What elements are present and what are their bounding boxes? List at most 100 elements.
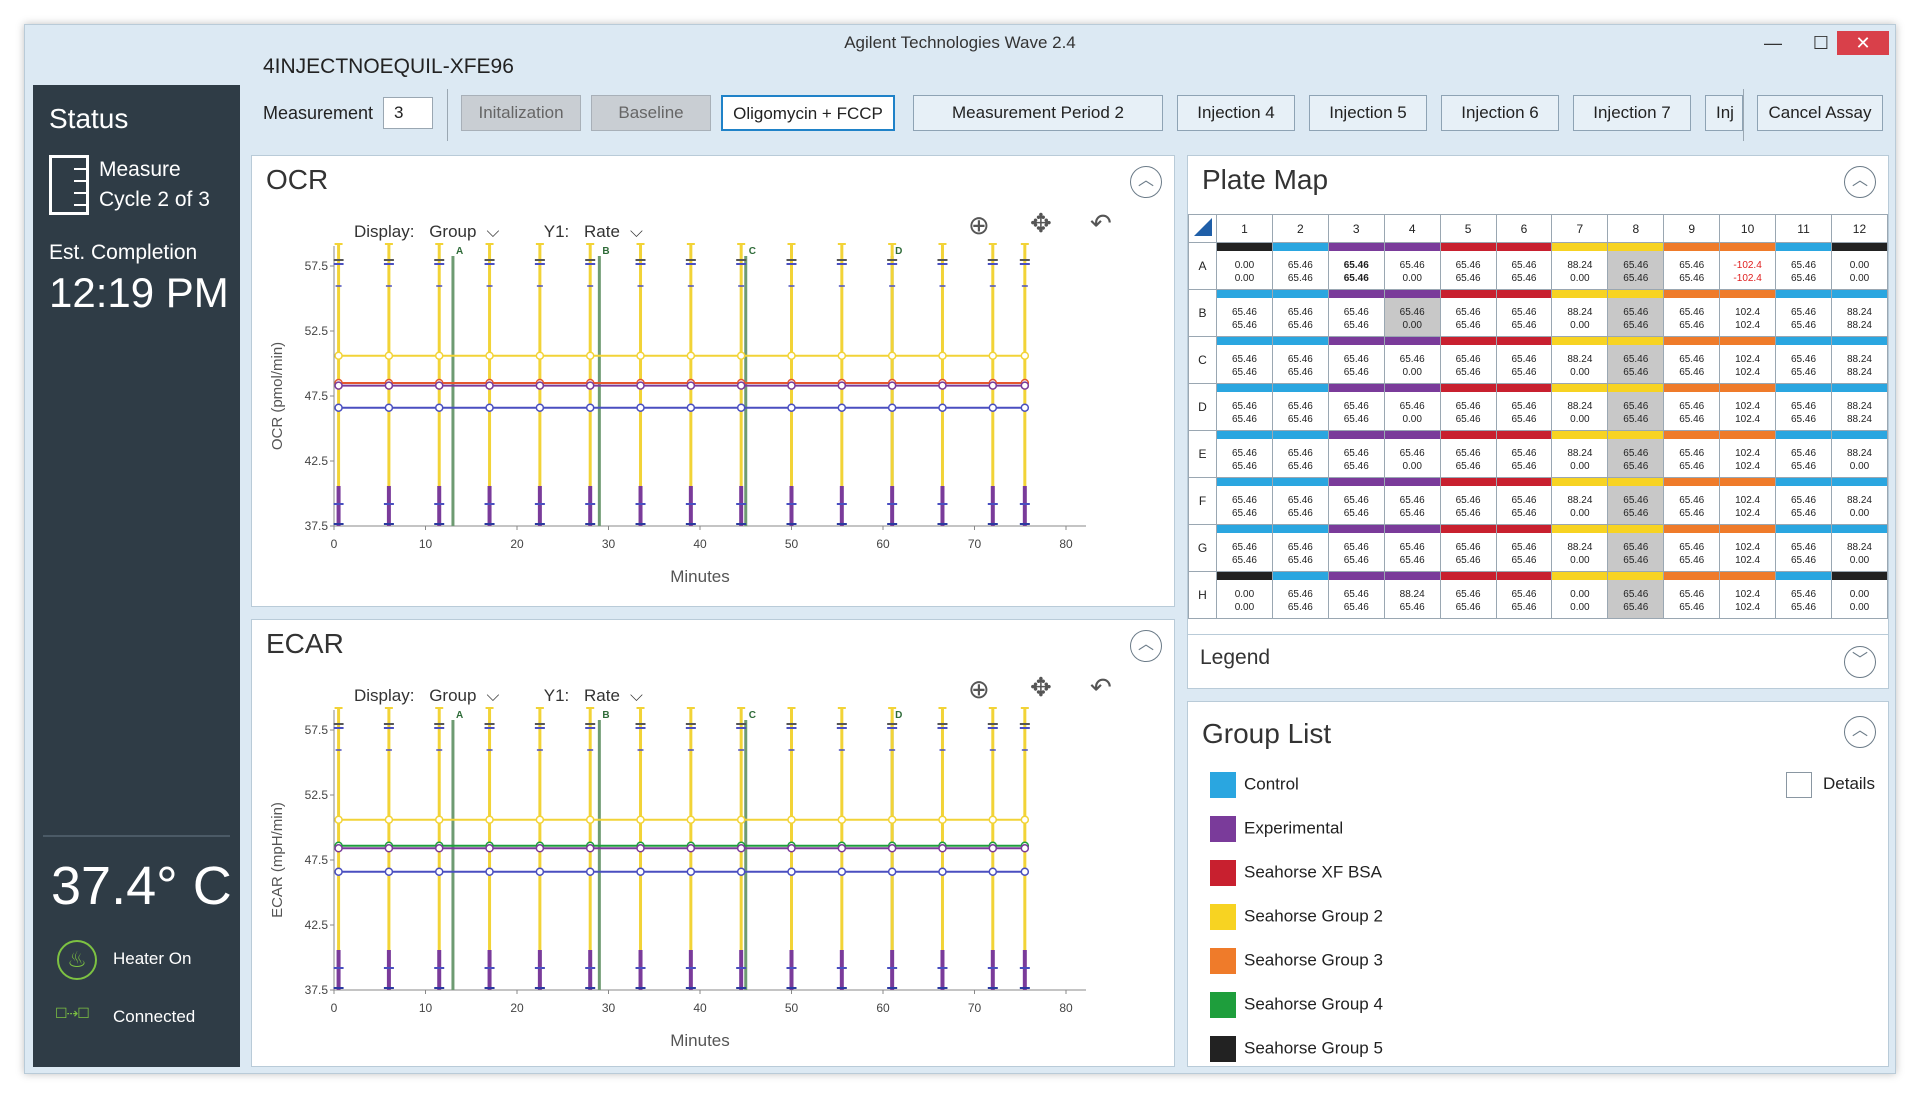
plate-well[interactable]: 65.46 0.00	[1383, 336, 1441, 384]
ocr-collapse-icon[interactable]: ︿	[1130, 166, 1162, 198]
plate-column-header[interactable]: 1	[1216, 214, 1273, 243]
chevron-down-icon[interactable]: ⌵	[486, 686, 500, 705]
plate-well[interactable]: 65.46 65.46	[1663, 524, 1721, 572]
plate-well[interactable]: 65.46 65.46	[1439, 477, 1497, 525]
plate-well[interactable]: 65.46 65.46	[1495, 524, 1553, 572]
close-button[interactable]: ✕	[1837, 31, 1889, 55]
plate-well[interactable]: 88.24 88.24	[1830, 336, 1889, 384]
chevron-down-icon[interactable]: ⌵	[629, 222, 643, 241]
plate-well[interactable]: 65.46 65.46	[1495, 383, 1553, 431]
chevron-down-icon[interactable]: ⌵	[629, 686, 643, 705]
plate-well[interactable]: 65.46 65.46	[1216, 477, 1273, 525]
plate-well[interactable]: 65.46 65.46	[1439, 430, 1497, 478]
step-injection-4[interactable]: Injection 4	[1177, 95, 1295, 131]
plate-well[interactable]: 65.46 65.46	[1439, 289, 1497, 337]
plate-well[interactable]: 65.46 65.46	[1775, 430, 1832, 478]
plate-well[interactable]: 65.46 65.46	[1607, 524, 1665, 572]
plate-well[interactable]: 65.46 65.46	[1607, 336, 1665, 384]
plate-well[interactable]: 65.46 65.46	[1607, 383, 1665, 431]
plate-column-header[interactable]: 2	[1271, 214, 1329, 243]
plate-well[interactable]: 65.46 65.46	[1216, 383, 1273, 431]
plate-well[interactable]: 65.46 65.46	[1775, 383, 1832, 431]
ocr-display-dropdown[interactable]: Group	[429, 222, 477, 241]
plate-well[interactable]: 65.46 65.46	[1439, 336, 1497, 384]
plate-well[interactable]: 102.4 102.4	[1719, 430, 1777, 478]
plate-well[interactable]: 88.24 0.00	[1551, 383, 1609, 431]
plate-well[interactable]: 88.24 0.00	[1551, 242, 1609, 290]
plate-well[interactable]: 65.46 65.46	[1495, 289, 1553, 337]
ocr-y1-dropdown[interactable]: Rate	[584, 222, 620, 241]
zoom-in-icon[interactable]: ⊕	[968, 674, 990, 704]
plate-well[interactable]: 65.46 65.46	[1775, 477, 1832, 525]
plate-well[interactable]: 88.24 65.46	[1383, 571, 1441, 619]
plate-well[interactable]: 65.46 65.46	[1495, 477, 1553, 525]
group-list-item[interactable]: Seahorse Group 2	[1210, 904, 1383, 930]
measurement-input[interactable]: 3	[383, 97, 433, 129]
plate-well[interactable]: 65.46 0.00	[1383, 242, 1441, 290]
plate-well[interactable]: 65.46 65.46	[1663, 430, 1721, 478]
group-list-item[interactable]: Control	[1210, 772, 1299, 798]
step-oligomycin-fccp[interactable]: Oligomycin + FCCP	[721, 95, 895, 131]
plate-well[interactable]: 102.4 102.4	[1719, 336, 1777, 384]
plate-well[interactable]: 65.46 65.46	[1439, 571, 1497, 619]
plate-well[interactable]: 65.46 65.46	[1775, 289, 1832, 337]
plate-column-header[interactable]: 8	[1607, 214, 1665, 243]
plate-well[interactable]: 65.46 65.46	[1607, 571, 1665, 619]
plate-well[interactable]: 0.00 0.00	[1216, 242, 1273, 290]
plate-well[interactable]: 65.46 65.46	[1327, 524, 1385, 572]
plate-well[interactable]: 65.46 65.46	[1607, 242, 1665, 290]
plate-column-header[interactable]: 4	[1383, 214, 1441, 243]
group-list-item[interactable]: Seahorse Group 4	[1210, 992, 1383, 1018]
plate-column-header[interactable]: 7	[1551, 214, 1609, 243]
plate-well[interactable]: 65.46 65.46	[1327, 336, 1385, 384]
plate-well[interactable]: 88.24 88.24	[1830, 383, 1889, 431]
plate-well[interactable]: 65.46 65.46	[1327, 289, 1385, 337]
plate-well[interactable]: 65.46 65.46	[1775, 336, 1832, 384]
plate-well[interactable]: 65.46 0.00	[1383, 289, 1441, 337]
plate-column-header[interactable]: 5	[1439, 214, 1497, 243]
plate-well[interactable]: 65.46 65.46	[1663, 289, 1721, 337]
plate-well[interactable]: 0.00 0.00	[1830, 242, 1889, 290]
plate-row-header[interactable]: H	[1188, 571, 1217, 619]
plate-well[interactable]: 102.4 102.4	[1719, 524, 1777, 572]
plate-well[interactable]: 65.46 65.46	[1216, 289, 1273, 337]
plate-row-header[interactable]: A	[1188, 242, 1217, 290]
plate-well[interactable]: 65.46 65.46	[1663, 242, 1721, 290]
plate-well[interactable]: 102.4 102.4	[1719, 289, 1777, 337]
plate-well[interactable]: 65.46 65.46	[1271, 242, 1329, 290]
plate-column-header[interactable]: 3	[1327, 214, 1385, 243]
plate-well[interactable]: 102.4 102.4	[1719, 571, 1777, 619]
plate-well[interactable]: 65.46 65.46	[1327, 477, 1385, 525]
plate-well[interactable]: 65.46 65.46	[1271, 571, 1329, 619]
plate-well[interactable]: 65.46 65.46	[1327, 571, 1385, 619]
plate-well[interactable]: 65.46 65.46	[1775, 571, 1832, 619]
zoom-in-icon[interactable]: ⊕	[968, 210, 990, 240]
plate-well[interactable]: 65.46 65.46	[1271, 289, 1329, 337]
plate-column-header[interactable]: 6	[1495, 214, 1553, 243]
pan-icon[interactable]: ✥	[1030, 672, 1052, 702]
plate-well[interactable]: 65.46 65.46	[1439, 242, 1497, 290]
group-list-collapse-icon[interactable]: ︿	[1844, 716, 1876, 748]
plate-map-collapse-icon[interactable]: ︿	[1844, 166, 1876, 198]
plate-well[interactable]: 88.24 0.00	[1830, 524, 1889, 572]
details-checkbox[interactable]	[1786, 772, 1812, 798]
group-list-item[interactable]: Seahorse Group 5	[1210, 1036, 1383, 1062]
step-injection-7[interactable]: Injection 7	[1573, 95, 1691, 131]
maximize-button[interactable]: ☐	[1812, 33, 1830, 53]
plate-well[interactable]: 88.24 0.00	[1551, 336, 1609, 384]
plate-row-header[interactable]: C	[1188, 336, 1217, 384]
plate-well[interactable]: 65.46 65.46	[1383, 477, 1441, 525]
plate-well[interactable]: 65.46 65.46	[1216, 336, 1273, 384]
plate-well[interactable]: 88.24 0.00	[1551, 477, 1609, 525]
plate-column-header[interactable]: 12	[1830, 214, 1889, 243]
step-injection-5[interactable]: Injection 5	[1309, 95, 1427, 131]
plate-row-header[interactable]: E	[1188, 430, 1217, 478]
plate-well[interactable]: 65.46 65.46	[1439, 524, 1497, 572]
ecar-collapse-icon[interactable]: ︿	[1130, 630, 1162, 662]
plate-well[interactable]: 102.4 102.4	[1719, 477, 1777, 525]
plate-well[interactable]: 65.46 65.46	[1271, 477, 1329, 525]
plate-row-header[interactable]: B	[1188, 289, 1217, 337]
undo-icon[interactable]: ↶	[1090, 208, 1112, 238]
plate-well[interactable]: 65.46 65.46	[1775, 524, 1832, 572]
plate-well[interactable]: 65.46 65.46	[1383, 524, 1441, 572]
